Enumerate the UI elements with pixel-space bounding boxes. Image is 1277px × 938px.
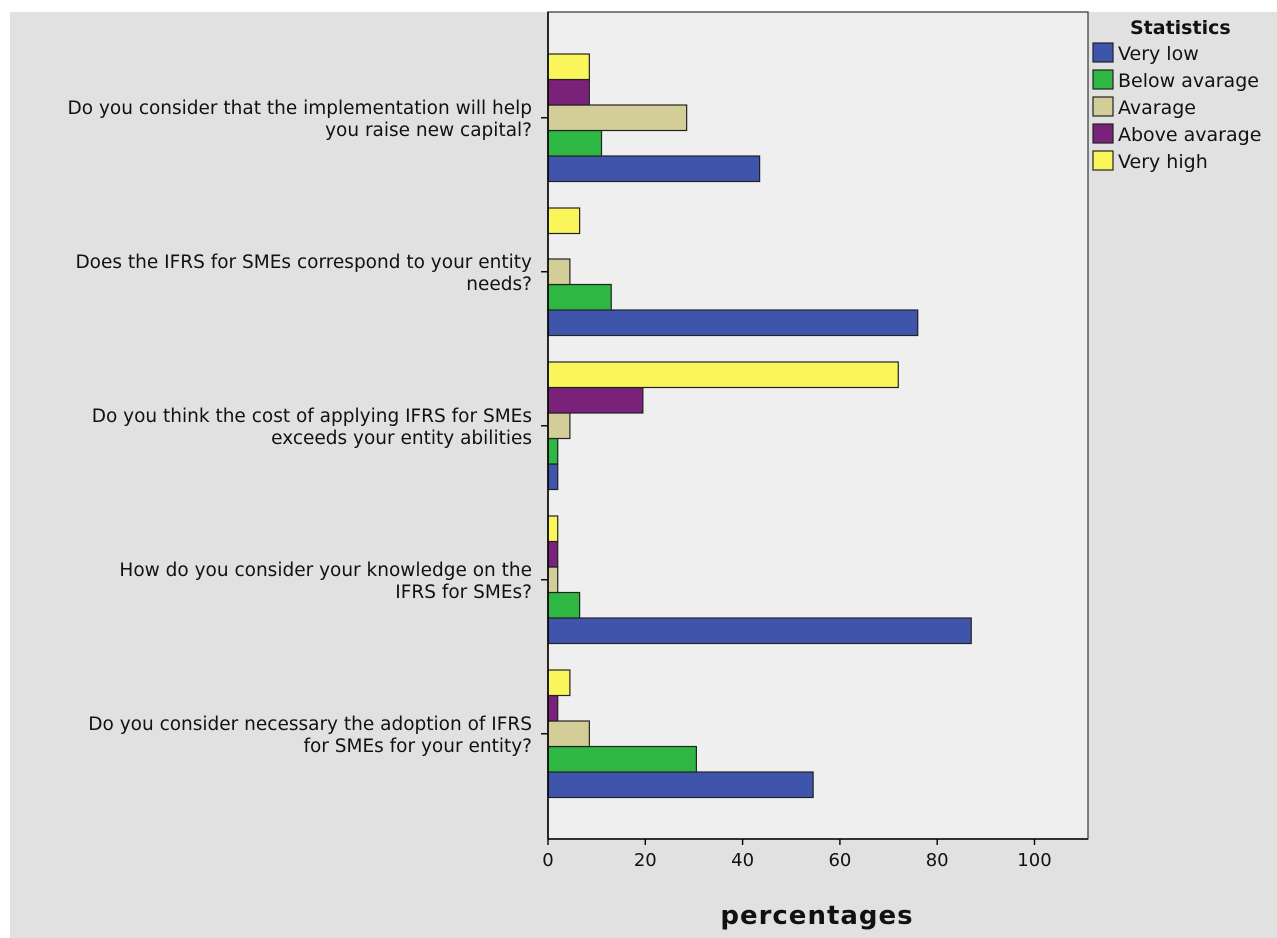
category-label-line: for SMEs for your entity? bbox=[303, 736, 532, 757]
bar bbox=[547, 515, 559, 543]
bar bbox=[547, 283, 612, 311]
bar bbox=[547, 591, 581, 619]
bar bbox=[547, 412, 571, 440]
category-label-line: How do you consider your knowledge on th… bbox=[119, 560, 532, 581]
x-tick-label: 20 bbox=[634, 850, 657, 871]
bar bbox=[547, 694, 559, 722]
bar bbox=[547, 386, 644, 414]
category-label-line: IFRS for SMEs? bbox=[395, 582, 532, 603]
bar bbox=[547, 669, 571, 697]
legend-swatch bbox=[1092, 123, 1114, 144]
bar bbox=[547, 78, 590, 106]
category-label-line: Do you consider necessary the adoption o… bbox=[88, 714, 532, 735]
bar bbox=[547, 540, 559, 568]
x-axis: 0 20 40 60 80 100 bbox=[542, 838, 1088, 871]
legend-label: Above avarage bbox=[1118, 124, 1261, 146]
category-label: Do you consider that the implementation … bbox=[68, 98, 533, 141]
bar bbox=[547, 463, 559, 491]
bar bbox=[547, 617, 972, 645]
x-axis-title: percentages bbox=[720, 901, 913, 931]
x-tick-label: 40 bbox=[731, 850, 754, 871]
category-label-line: Do you consider that the implementation … bbox=[68, 98, 533, 119]
bar bbox=[547, 258, 571, 286]
legend-label: Very high bbox=[1118, 151, 1208, 173]
legend: Statistics Very low Below avarage Avarage A… bbox=[1092, 17, 1261, 173]
category-label: How do you consider your knowledge on th… bbox=[119, 560, 532, 603]
x-tick-label: 60 bbox=[828, 850, 851, 871]
legend-title: Statistics bbox=[1130, 17, 1231, 39]
legend-label: Avarage bbox=[1118, 97, 1196, 119]
x-tick-label: 0 bbox=[542, 850, 553, 871]
bar bbox=[547, 720, 590, 748]
category-label-line: Does the IFRS for SMEs correspond to you… bbox=[75, 252, 532, 273]
bar bbox=[547, 53, 590, 81]
legend-label: Very low bbox=[1118, 43, 1199, 65]
legend-swatch bbox=[1092, 69, 1114, 90]
bar bbox=[547, 104, 688, 132]
bar bbox=[547, 437, 559, 465]
category-label-line: you raise new capital? bbox=[325, 120, 532, 141]
category-label-line: needs? bbox=[466, 274, 532, 295]
plot-background bbox=[548, 12, 1088, 839]
legend-swatch bbox=[1092, 42, 1114, 63]
bar bbox=[547, 129, 603, 157]
category-labels: Do you consider that the implementation … bbox=[68, 98, 548, 757]
category-label: Does the IFRS for SMEs correspond to you… bbox=[75, 252, 532, 295]
bar bbox=[547, 309, 919, 337]
bar bbox=[547, 566, 559, 594]
legend-label: Below avarage bbox=[1118, 70, 1259, 92]
bar bbox=[547, 207, 581, 235]
category-label: Do you think the cost of applying IFRS f… bbox=[92, 406, 532, 449]
x-tick-label: 100 bbox=[1017, 850, 1051, 871]
legend-swatch bbox=[1092, 150, 1114, 171]
bar bbox=[547, 361, 899, 389]
plot-area bbox=[547, 11, 1089, 840]
bar bbox=[547, 771, 814, 799]
category-label-line: Do you think the cost of applying IFRS f… bbox=[92, 406, 532, 427]
legend-swatch bbox=[1092, 96, 1114, 117]
category-label-line: exceeds your entity abilities bbox=[271, 428, 532, 449]
bar bbox=[547, 155, 761, 183]
category-label: Do you consider necessary the adoption o… bbox=[88, 714, 532, 757]
bar bbox=[547, 745, 697, 773]
x-tick-label: 80 bbox=[926, 850, 949, 871]
